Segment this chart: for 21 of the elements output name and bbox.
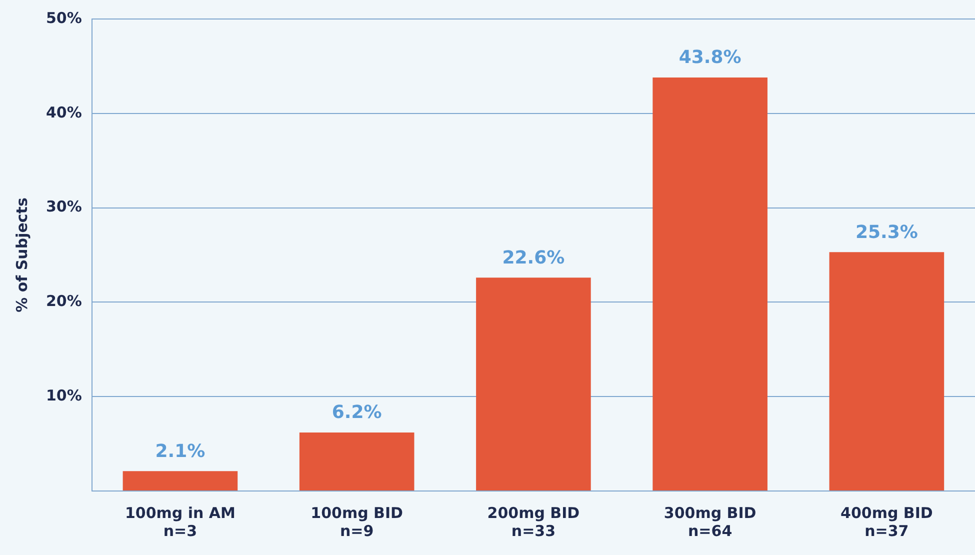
y-tick-label: 30% xyxy=(46,198,82,216)
bar xyxy=(299,432,414,490)
y-tick-label: 20% xyxy=(46,292,82,310)
bar xyxy=(829,252,944,490)
x-tick-label: 300mg BID n=64 xyxy=(664,504,756,540)
x-tick-label: 200mg BID n=33 xyxy=(487,504,580,540)
x-tick-label: 100mg in AM n=3 xyxy=(124,504,236,540)
y-axis-title: % of Subjects xyxy=(12,198,31,312)
data-label: 22.6% xyxy=(502,247,565,268)
y-tick-label: 10% xyxy=(46,386,82,404)
data-label: 2.1% xyxy=(155,440,206,462)
data-label: 43.8% xyxy=(678,47,742,68)
data-label: 25.3% xyxy=(855,222,918,243)
bar xyxy=(652,78,768,490)
y-tick-label: 50% xyxy=(46,8,82,27)
data-label: 6.2% xyxy=(332,402,382,424)
x-tick-label: 400mg BID n=37 xyxy=(840,504,933,540)
x-tick-label: 100mg BID n=9 xyxy=(310,504,404,540)
y-tick-label: 40% xyxy=(46,103,82,122)
bar xyxy=(122,471,238,490)
bar xyxy=(476,278,591,490)
